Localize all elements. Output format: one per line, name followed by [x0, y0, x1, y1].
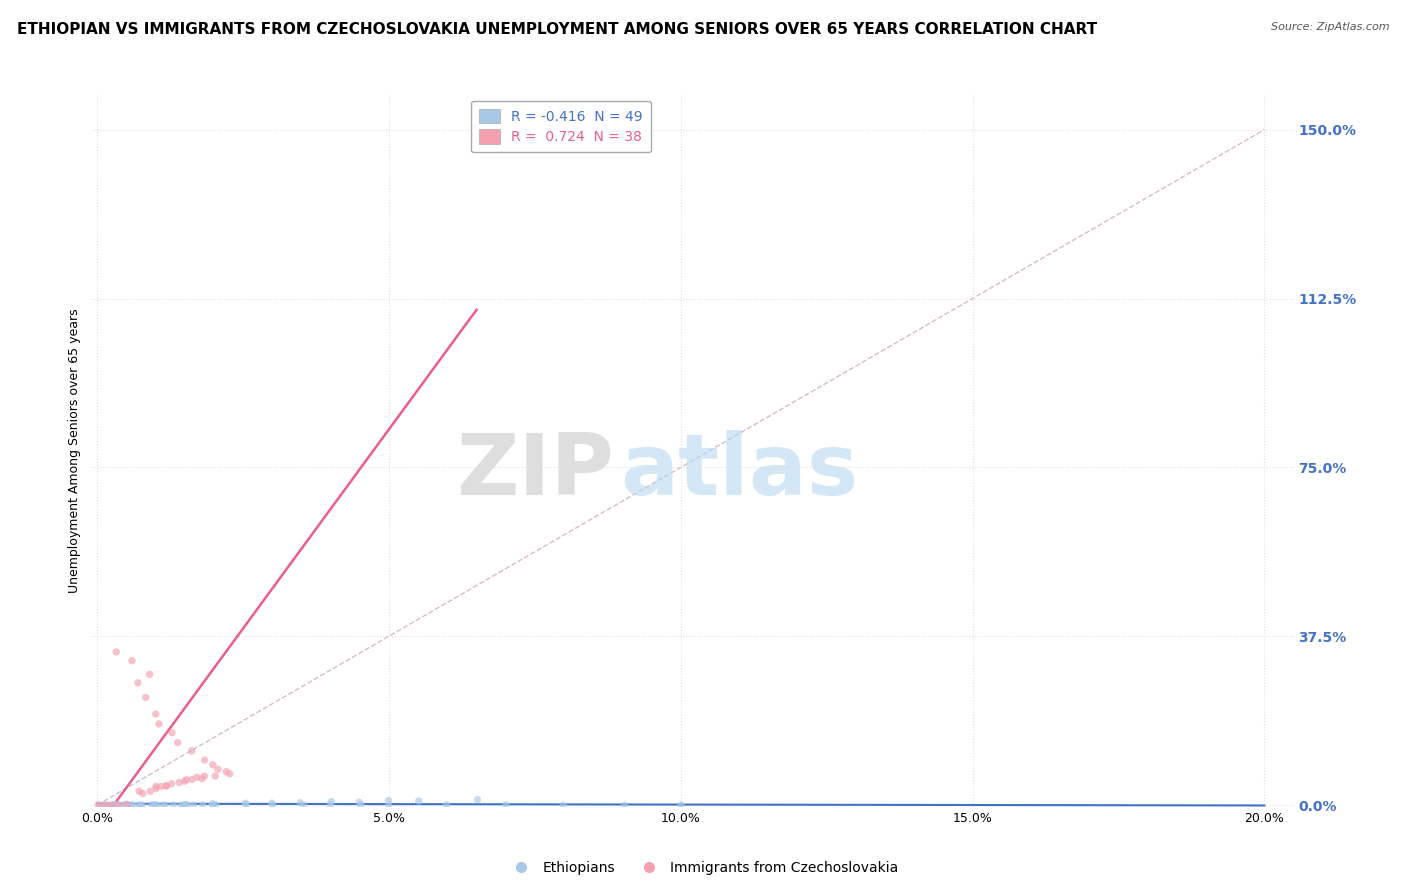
Point: [174, 797, 197, 812]
Point: [218, 766, 240, 780]
Point: [183, 797, 205, 812]
Point: [145, 798, 167, 813]
Point: [204, 769, 226, 783]
Point: [553, 798, 575, 813]
Point: [103, 797, 125, 812]
Legend: R = -0.416  N = 49, R =  0.724  N = 38: R = -0.416 N = 49, R = 0.724 N = 38: [471, 101, 651, 153]
Point: [173, 774, 195, 789]
Text: ZIP: ZIP: [457, 430, 614, 514]
Point: [170, 798, 193, 813]
Point: [155, 779, 177, 793]
Point: [115, 797, 138, 812]
Point: [191, 772, 214, 786]
Point: [193, 769, 215, 783]
Point: [408, 794, 430, 808]
Point: [495, 797, 517, 812]
Point: [148, 716, 170, 731]
Point: [121, 797, 143, 812]
Point: [101, 797, 124, 812]
Point: [108, 798, 131, 813]
Point: [91, 798, 114, 813]
Point: [205, 797, 228, 812]
Point: [160, 777, 183, 791]
Point: [201, 797, 224, 812]
Point: [93, 797, 115, 812]
Point: [114, 797, 136, 812]
Point: [201, 797, 224, 811]
Point: [167, 775, 190, 789]
Point: [260, 796, 283, 810]
Point: [131, 798, 153, 813]
Point: [172, 798, 194, 813]
Point: [127, 676, 149, 690]
Point: [377, 798, 399, 813]
Point: [434, 797, 457, 812]
Text: Source: ZipAtlas.com: Source: ZipAtlas.com: [1271, 22, 1389, 32]
Text: ETHIOPIAN VS IMMIGRANTS FROM CZECHOSLOVAKIA UNEMPLOYMENT AMONG SENIORS OVER 65 Y: ETHIOPIAN VS IMMIGRANTS FROM CZECHOSLOVA…: [17, 22, 1097, 37]
Point: [194, 753, 217, 767]
Legend: Ethiopians, Immigrants from Czechoslovakia: Ethiopians, Immigrants from Czechoslovak…: [502, 855, 904, 880]
Point: [349, 795, 371, 809]
Point: [613, 797, 636, 812]
Point: [104, 797, 127, 812]
Point: [669, 797, 692, 812]
Point: [155, 798, 177, 813]
Point: [128, 798, 150, 813]
Point: [87, 797, 110, 812]
Point: [132, 787, 155, 801]
Point: [105, 645, 128, 659]
Point: [145, 780, 167, 794]
Point: [235, 797, 257, 812]
Y-axis label: Unemployment Among Seniors over 65 years: Unemployment Among Seniors over 65 years: [67, 308, 82, 593]
Point: [129, 797, 152, 812]
Point: [180, 772, 202, 787]
Point: [143, 797, 166, 812]
Point: [319, 797, 342, 812]
Point: [145, 781, 167, 796]
Point: [115, 797, 138, 812]
Point: [160, 725, 183, 739]
Point: [191, 797, 214, 812]
Point: [233, 796, 256, 810]
Point: [121, 654, 143, 668]
Point: [207, 762, 229, 776]
Point: [201, 757, 224, 772]
Point: [186, 770, 208, 784]
Point: [176, 797, 198, 812]
Point: [108, 797, 131, 812]
Point: [467, 792, 489, 806]
Point: [138, 667, 160, 681]
Point: [288, 796, 311, 810]
Point: [292, 798, 315, 813]
Point: [115, 797, 138, 812]
Text: atlas: atlas: [620, 430, 859, 514]
Point: [98, 798, 121, 813]
Point: [104, 798, 127, 813]
Point: [135, 690, 157, 705]
Point: [96, 797, 118, 812]
Point: [166, 736, 188, 750]
Point: [377, 793, 399, 807]
Point: [155, 779, 177, 793]
Point: [262, 797, 284, 812]
Point: [121, 797, 143, 812]
Point: [141, 797, 163, 812]
Point: [162, 797, 184, 812]
Point: [139, 784, 162, 798]
Point: [350, 798, 373, 813]
Point: [145, 706, 167, 721]
Point: [176, 772, 198, 787]
Point: [128, 784, 150, 798]
Point: [321, 795, 343, 809]
Point: [215, 764, 238, 779]
Point: [149, 780, 172, 794]
Point: [89, 797, 111, 812]
Point: [180, 744, 202, 758]
Point: [150, 797, 173, 812]
